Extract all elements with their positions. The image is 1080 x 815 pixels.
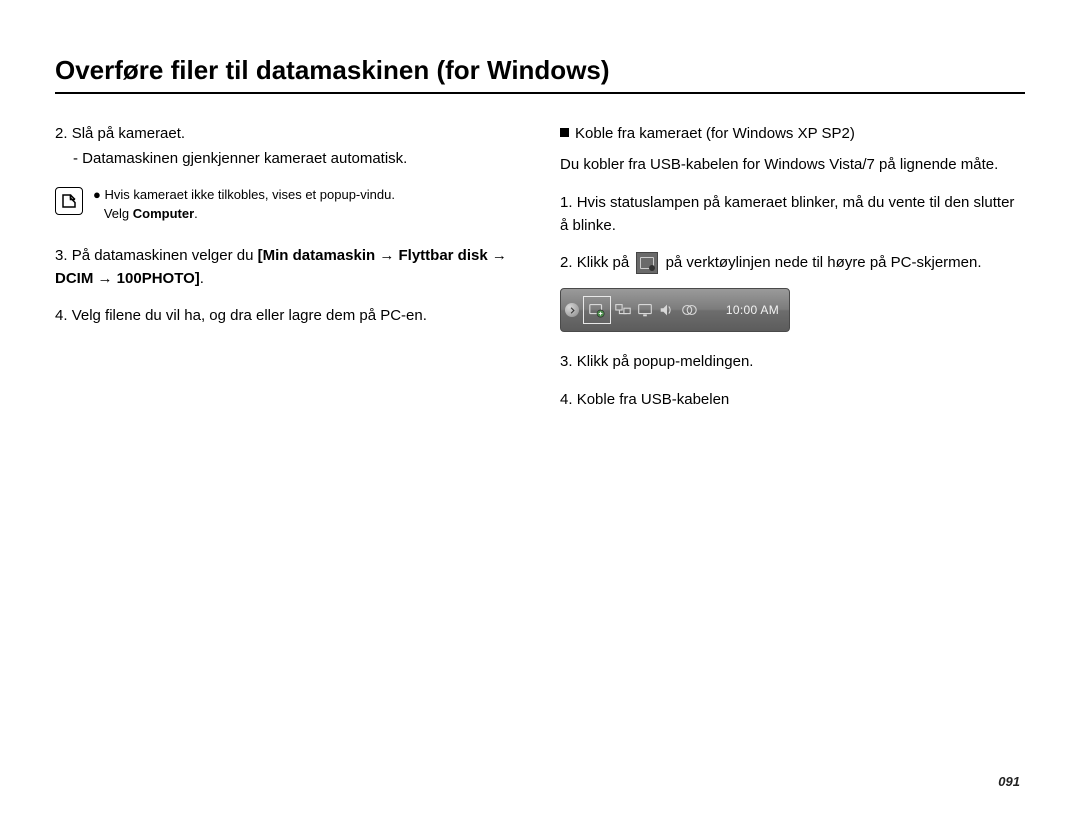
safely-remove-hardware-icon (587, 300, 607, 320)
note-line2-c: . (194, 206, 198, 221)
step-3: 3. På datamaskinen velger du [Min datama… (55, 244, 520, 291)
square-bullet-icon (560, 128, 569, 137)
step-3-a: På datamaskinen velger du (72, 247, 258, 264)
note-line2-a: Velg (104, 206, 133, 221)
subheading: Koble fra kameraet (for Windows XP SP2) (560, 122, 1025, 145)
right-step2-b: på verktøylinjen nede til høyre på PC-sk… (666, 254, 982, 271)
page-title: Overføre filer til datamaskinen (for Win… (55, 55, 1025, 94)
right-step4-text: Koble fra USB-kabelen (577, 391, 730, 408)
step-3-c: . (200, 270, 204, 287)
right-step-4: 4. Koble fra USB-kabelen (560, 388, 1025, 411)
page-number: 091 (998, 774, 1020, 789)
safely-remove-icon (636, 252, 658, 274)
subheading-text: Koble fra kameraet (for Windows XP SP2) (575, 125, 855, 142)
right-intro: Du kobler fra USB-kabelen for Windows Vi… (560, 153, 1025, 176)
right-step1-number: 1. (560, 194, 573, 211)
right-step3-number: 3. (560, 353, 573, 370)
misc-icon[interactable] (679, 300, 699, 320)
step-2-sub-text: Datamaskinen gjenkjenner kameraet automa… (82, 150, 407, 167)
note-icon (55, 187, 83, 215)
systray-expand-icon[interactable] (565, 303, 579, 317)
step-2-sub-dash: - (73, 150, 78, 167)
note-box: ● Hvis kameraet ikke tilkobles, vises et… (55, 185, 520, 224)
step-3-number: 3. (55, 247, 68, 264)
volume-icon[interactable] (657, 300, 677, 320)
step-2-number: 2. (55, 125, 68, 142)
systray-selected[interactable] (583, 296, 611, 324)
right-step2-number: 2. (560, 254, 573, 271)
right-step4-number: 4. (560, 391, 573, 408)
step-2: 2. Slå på kameraet. - Datamaskinen gjenk… (55, 122, 520, 171)
network-icon[interactable] (613, 300, 633, 320)
screen-icon[interactable] (635, 300, 655, 320)
right-step1-text: Hvis statuslampen på kameraet blinker, m… (560, 194, 1014, 234)
right-step-2: 2. Klikk på på verktøylinjen nede til hø… (560, 251, 1025, 274)
step-4-number: 4. (55, 307, 68, 324)
systray-screenshot: 10:00 AM (560, 288, 790, 332)
note-bullet: ● (93, 187, 101, 202)
right-step2-a: Klikk på (577, 254, 630, 271)
right-step-1: 1. Hvis statuslampen på kameraet blinker… (560, 191, 1025, 238)
right-step-3: 3. Klikk på popup-meldingen. (560, 350, 1025, 373)
right-column: Koble fra kameraet (for Windows XP SP2) … (560, 122, 1025, 425)
left-column: 2. Slå på kameraet. - Datamaskinen gjenk… (55, 122, 520, 425)
right-step3-text: Klikk på popup-meldingen. (577, 353, 754, 370)
note-line1: Hvis kameraet ikke tilkobles, vises et p… (104, 187, 394, 202)
note-line2-b: Computer (133, 206, 194, 221)
step-2-text: Slå på kameraet. (72, 125, 185, 142)
step-4: 4. Velg filene du vil ha, og dra eller l… (55, 304, 520, 327)
step-4-text: Velg filene du vil ha, og dra eller lagr… (72, 307, 427, 324)
systray-time: 10:00 AM (726, 301, 785, 320)
note-text: ● Hvis kameraet ikke tilkobles, vises et… (93, 185, 395, 224)
